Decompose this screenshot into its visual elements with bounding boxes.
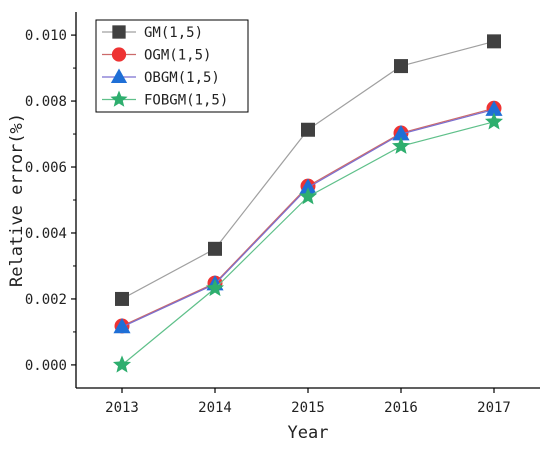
x-axis-label: Year — [288, 423, 329, 443]
x-tick-label: 2016 — [384, 400, 418, 416]
series-line — [121, 109, 495, 328]
legend-item: OBGM(1,5) — [102, 68, 220, 86]
data-point — [208, 241, 222, 256]
data-point — [394, 59, 408, 74]
series-layer — [112, 34, 504, 373]
series-3 — [112, 112, 504, 373]
legend-marker — [110, 68, 128, 83]
legend-item: FOBGM(1,5) — [102, 90, 228, 109]
legend-marker — [110, 90, 128, 107]
data-point — [391, 136, 411, 154]
legend-label: OGM(1,5) — [144, 48, 211, 64]
y-tick-label: 0.002 — [25, 292, 67, 308]
legend-label: FOBGM(1,5) — [144, 93, 228, 109]
y-axis-label: Relative error(%) — [7, 113, 27, 287]
data-point — [299, 178, 317, 194]
data-point — [484, 112, 504, 130]
y-tick-label: 0.008 — [25, 94, 67, 110]
legend-marker — [112, 25, 126, 39]
legend-item: OGM(1,5) — [102, 47, 211, 64]
legend-marker — [111, 47, 127, 62]
data-point — [487, 34, 501, 49]
axes: 0.000 0.002 0.004 0.006 0.008 0.010 2013 2014 20… — [25, 12, 540, 416]
y-tick-label: 0.006 — [25, 160, 67, 176]
x-tick-label: 2015 — [291, 400, 325, 416]
x-tick-label: 2014 — [198, 400, 232, 416]
legend-item: GM(1,5) — [102, 25, 203, 41]
legend: GM(1,5) OGM(1,5) OBGM(1,5) FOBGM(1,5) — [95, 19, 249, 113]
data-point — [113, 317, 131, 334]
data-point — [115, 291, 129, 306]
data-point — [392, 125, 410, 141]
x-tick-label: 2013 — [105, 400, 139, 416]
data-point — [298, 187, 318, 205]
x-tick-label: 2017 — [477, 400, 511, 416]
y-tick-label: 0.010 — [25, 28, 67, 44]
series-0 — [115, 34, 501, 306]
data-point — [112, 355, 132, 373]
series-line — [121, 121, 495, 366]
data-point — [205, 278, 225, 297]
data-point — [485, 100, 503, 116]
legend-label: OBGM(1,5) — [144, 70, 220, 86]
legend-label: GM(1,5) — [144, 25, 203, 41]
data-point — [301, 122, 315, 137]
y-tick-label: 0.000 — [25, 358, 67, 374]
series-line — [121, 107, 495, 327]
y-tick-label: 0.004 — [25, 226, 67, 242]
